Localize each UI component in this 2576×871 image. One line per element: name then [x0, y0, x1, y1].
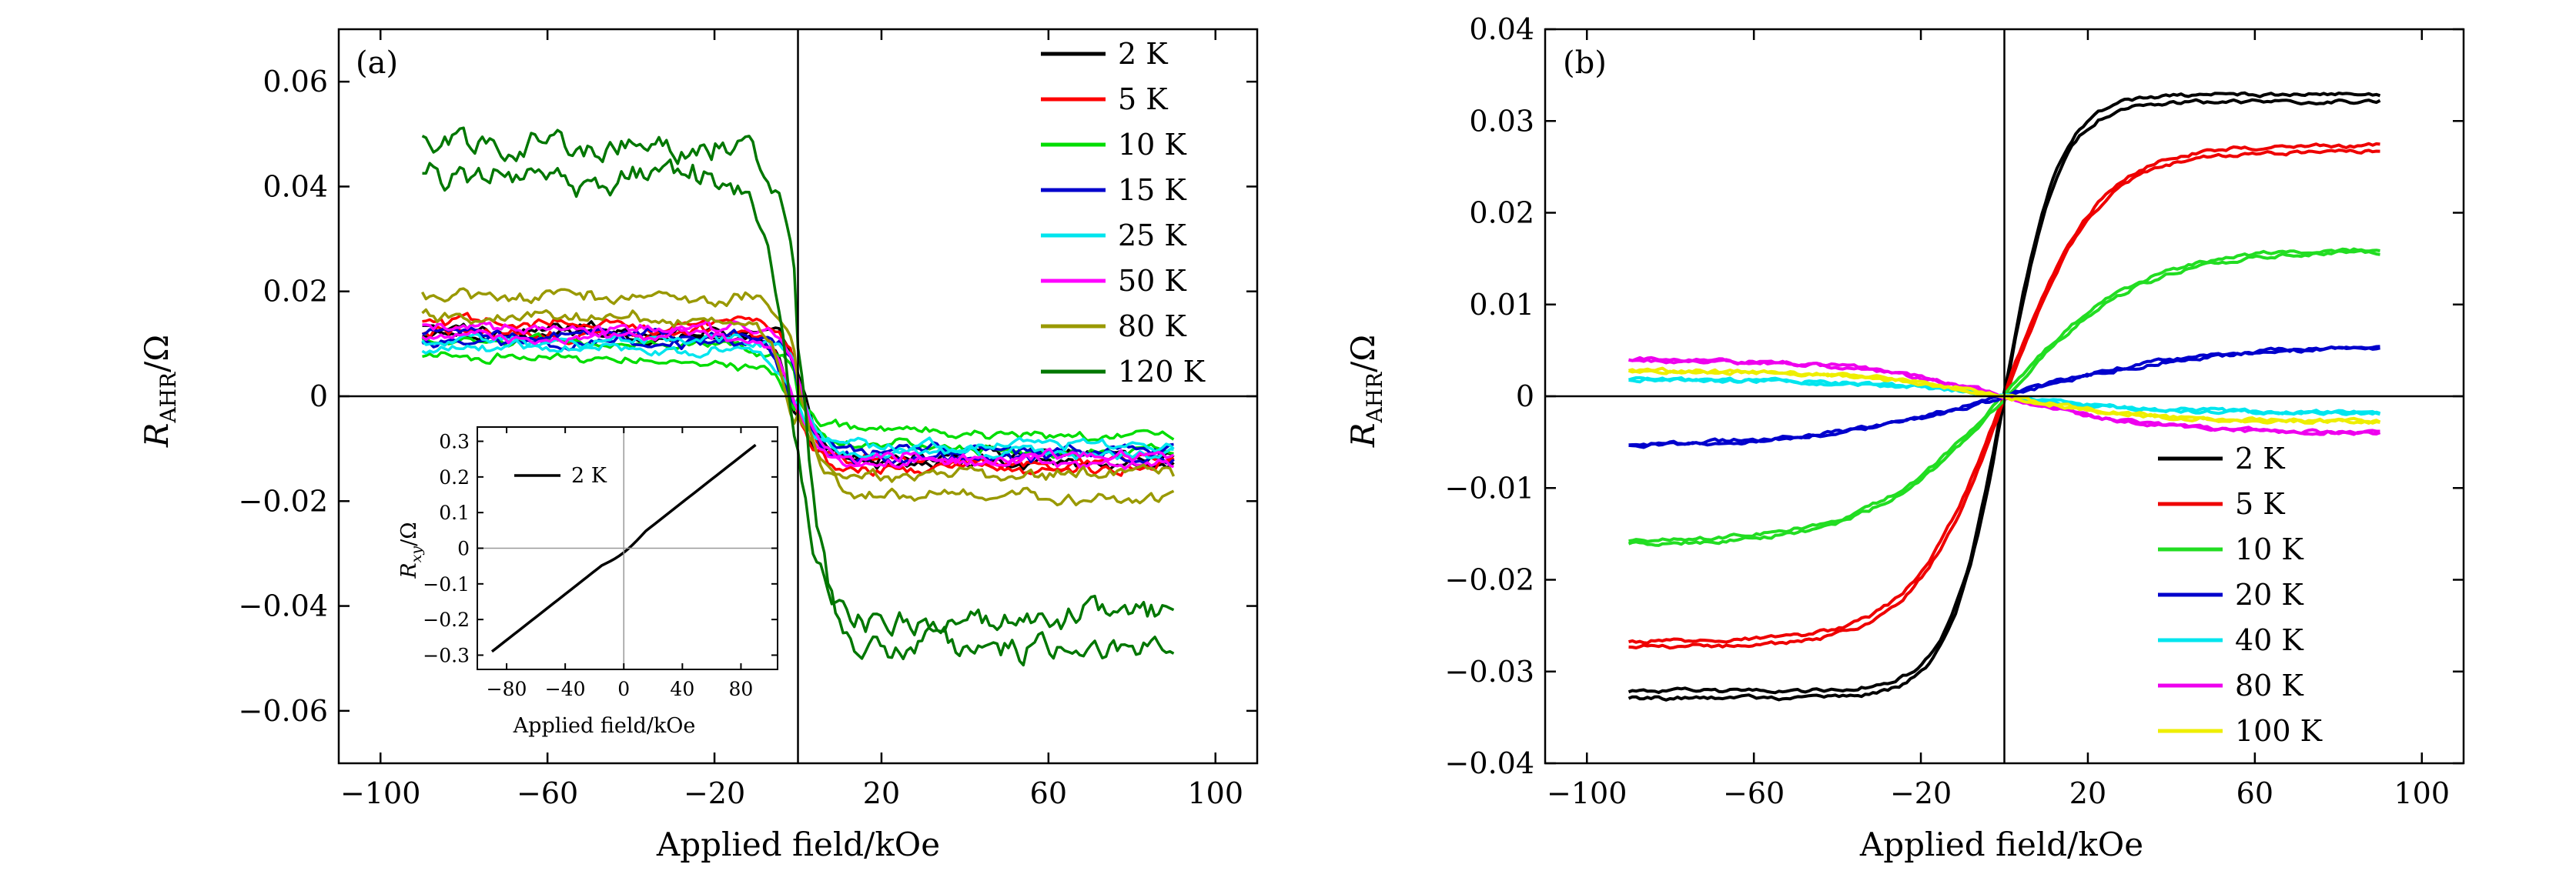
axes-a-ytick-label: 0.04 — [263, 169, 328, 203]
inset-axes-xtick-label: 0 — [617, 678, 630, 700]
inset-y-axis-label-main: R — [397, 562, 421, 579]
inset-y-axis-label-unit: /Ω — [397, 522, 421, 546]
inset-axes-ytick-label: −0.3 — [423, 644, 470, 666]
axes-a-ytick-label: 0.06 — [263, 65, 328, 98]
legend-a-label-120-k: 120 K — [1118, 355, 1206, 389]
axes-b-xtick-label: −100 — [1547, 776, 1627, 810]
axes-a-ytick-label: −0.02 — [239, 484, 328, 518]
legend-b-label-100-k: 100 K — [2235, 714, 2323, 748]
axes-b: −100 −60 −20 20 60 100 −0.04 −0.03 −0.02 −0.01 0 0.… — [1445, 12, 2465, 810]
inset-axes: −80 −40 0 40 80 −0.3 −0.2 −0.1 0 0.1 0.2 0.3 — [423, 426, 778, 700]
axes-a-xtick-label: −60 — [517, 776, 578, 810]
inset-x-axis-label: Applied field/kOe — [513, 714, 696, 738]
axes-b-xtick-label: −20 — [1890, 776, 1952, 810]
inset-axes-ytick-label: −0.2 — [423, 609, 470, 631]
inset-axes-ytick-label: 0.1 — [439, 502, 470, 524]
inset-y-axis-label-sub: xy — [408, 546, 425, 563]
axes-b-ytick-label: −0.03 — [1445, 655, 1534, 689]
x-axis-label-b: Applied field/kOe — [1859, 826, 2143, 863]
y-axis-label-b: RAHR/Ω — [1344, 335, 1387, 448]
inset-chart: −80 −40 0 40 80 −0.3 −0.2 −0.1 0 0.1 0.2 0.3 2 K Ap… — [397, 425, 781, 738]
panel-label-b: (b) — [1563, 45, 1607, 81]
axes-b-xtick-label: 20 — [2069, 776, 2106, 810]
axes-b-ytick-label: −0.04 — [1445, 746, 1534, 780]
inset-axes-xtick-label: −80 — [487, 678, 527, 700]
legend-a-label-10-k: 10 K — [1118, 128, 1186, 162]
inset-legend-label: 2 K — [571, 464, 607, 488]
axes-b-ytick-label: 0.02 — [1469, 196, 1534, 230]
chart-panel-b: −100 −60 −20 20 60 100 −0.04 −0.03 −0.02 −0.01 0 0.… — [1344, 12, 2465, 863]
axes-b-xtick-label: 60 — [2236, 776, 2273, 810]
axes-a-xtick-label: 60 — [1030, 776, 1067, 810]
legend-b-label-20-k: 20 K — [2235, 578, 2303, 612]
axes-a-ytick-label: 0 — [309, 379, 328, 413]
legend-b-label-80-k: 80 K — [2235, 669, 2303, 702]
axes-b-xtick-label: −60 — [1723, 776, 1785, 810]
legend-a-label-15-k: 15 K — [1118, 173, 1186, 207]
axes-b-ytick-label: −0.02 — [1445, 563, 1534, 597]
axes-a-xtick-label: 100 — [1188, 776, 1244, 810]
inset-axes-ytick-label: 0.2 — [439, 466, 470, 489]
legend-a-label-80-k: 80 K — [1118, 309, 1186, 343]
inset-axes-ytick-label: 0.3 — [439, 431, 470, 453]
legend-b-label-10-k: 10 K — [2235, 532, 2303, 566]
legend-a-label-5-k: 5 K — [1118, 82, 1168, 116]
legend-a-label-50-k: 50 K — [1118, 264, 1186, 298]
inset-axes-xtick-label: −40 — [545, 678, 586, 700]
y-axis-label-a-main: R — [138, 423, 176, 449]
x-axis-label-a: Applied field/kOe — [656, 826, 940, 863]
legend-a-label-25-k: 25 K — [1118, 219, 1186, 252]
y-axis-label-b-unit: /Ω — [1344, 335, 1382, 372]
axes-b-ytick-label: 0 — [1516, 379, 1534, 413]
chart-panel-a: −100 −60 −20 20 60 100 −0.06 −0.04 −0.02 0 0.02 0.0… — [138, 28, 1259, 863]
axes-a-xtick-label: 20 — [863, 776, 900, 810]
y-axis-label-b-main: R — [1344, 423, 1382, 449]
axes-a-ytick-label: −0.06 — [239, 694, 328, 728]
legend-b-label-5-k: 5 K — [2235, 487, 2285, 521]
legend-b-label-2-k: 2 K — [2235, 442, 2285, 476]
axes-b-ytick-label: 0.01 — [1469, 288, 1534, 322]
inset-axes-ytick-label: −0.1 — [423, 573, 470, 596]
axes-a: −100 −60 −20 20 60 100 −0.06 −0.04 −0.02 0 0.02 0.0… — [239, 28, 1259, 810]
legend-b-label-40-k: 40 K — [2235, 623, 2303, 657]
axes-b-ytick-label: 0.04 — [1469, 12, 1534, 46]
inset-axes-ytick-label: 0 — [457, 538, 470, 560]
inset-legend: 2 K — [514, 464, 607, 488]
inset-axes-xtick-label: 80 — [729, 678, 754, 700]
axes-a-xtick-label: −20 — [684, 776, 745, 810]
inset-axes-xtick-label: 40 — [670, 678, 694, 700]
y-axis-label-a-unit: /Ω — [138, 335, 176, 372]
axes-a-ytick-label: −0.04 — [239, 589, 328, 623]
y-axis-label-a: RAHR/Ω — [138, 335, 181, 448]
axes-a-xtick-label: −100 — [340, 776, 420, 810]
axes-b-xtick-label: 100 — [2394, 776, 2451, 810]
legend-a: 2 K 5 K 10 K 15 K 25 K 50 K 80 K 120 K — [1041, 37, 1206, 389]
legend-b: 2 K 5 K 10 K 20 K 40 K 80 K 100 K — [2158, 442, 2323, 748]
inset-y-axis-label: Rxy/Ω — [397, 522, 425, 579]
panel-label-a: (a) — [356, 45, 398, 81]
axes-b-ytick-label: −0.01 — [1445, 471, 1534, 505]
y-axis-label-a-sub: AHR — [156, 372, 181, 424]
y-axis-label-b-sub: AHR — [1362, 372, 1387, 424]
legend-a-label-2-k: 2 K — [1118, 37, 1168, 71]
axes-a-ytick-label: 0.02 — [263, 275, 328, 309]
axes-b-ytick-label: 0.03 — [1469, 104, 1534, 138]
